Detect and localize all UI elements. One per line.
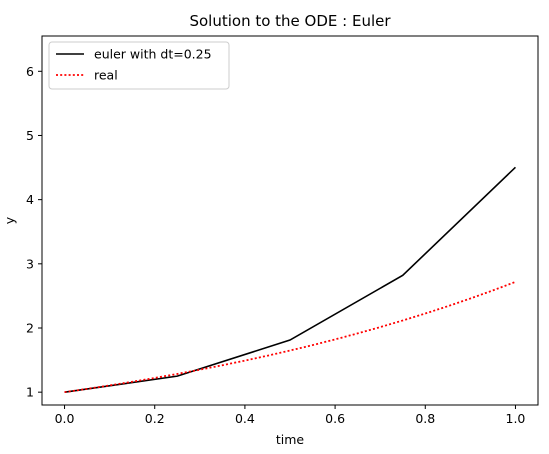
series-line-euler [64,166,517,393]
y-tick-label: 5 [26,128,34,143]
legend-label: euler with dt=0.25 [94,47,212,62]
axes-frame [41,35,539,406]
legend-label: real [94,68,118,83]
x-tick-label: 0.4 [235,411,255,426]
x-axis: 0.0 0.2 0.4 0.6 0.8 1.0 [55,405,526,426]
series-line-real [64,281,516,394]
x-tick-label: 0.0 [55,411,75,426]
x-tick-label: 0.2 [145,411,165,426]
legend-box [48,41,230,90]
y-tick-label: 2 [26,320,34,335]
chart-title: Solution to the ODE : Euler [189,12,391,30]
x-tick-label: 0.6 [325,411,345,426]
y-tick-label: 3 [26,256,34,271]
x-tick-label: 0.8 [415,411,435,426]
x-tick-label: 1.0 [506,411,526,426]
legend: euler with dt=0.25 real [48,41,230,90]
plot-area [41,35,539,406]
y-axis-label: y [2,216,17,224]
y-tick-label: 6 [26,64,34,79]
y-tick-label: 4 [26,192,34,207]
x-axis-label: time [276,432,305,447]
y-tick-label: 1 [26,385,34,400]
y-axis: 1 2 3 4 5 6 [26,64,42,400]
